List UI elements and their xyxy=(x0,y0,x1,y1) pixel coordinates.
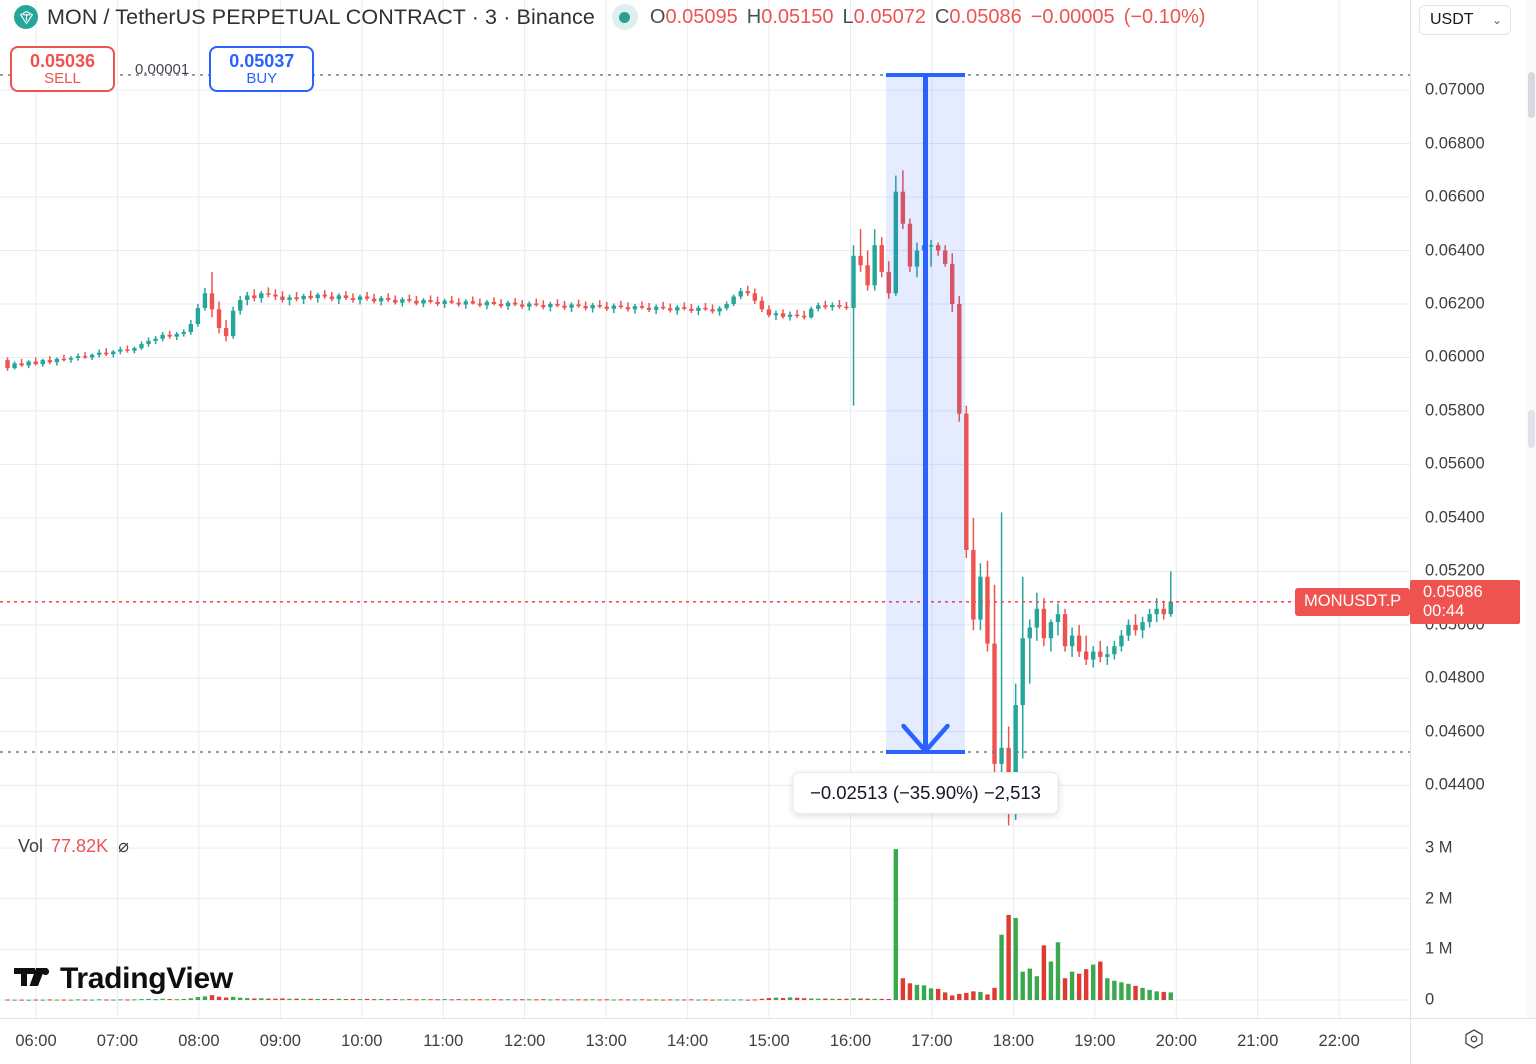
bid-ask-bar: 0.05036 SELL 0.00001 0.05037 BUY xyxy=(10,46,315,92)
change-absolute: −0.00005 xyxy=(1030,5,1115,28)
low-value: 0.05072 xyxy=(853,5,926,28)
volume-tick: 3 M xyxy=(1425,838,1453,857)
price-tick: 0.06000 xyxy=(1425,347,1485,366)
price-tick: 0.04800 xyxy=(1425,668,1485,687)
measurement-label[interactable]: −0.02513 (−35.90%) −2,513 xyxy=(792,772,1059,814)
open-label: O xyxy=(649,5,666,28)
vertical-scrollbar[interactable] xyxy=(1527,0,1536,1018)
time-tick: 22:00 xyxy=(1318,1032,1360,1050)
spread-value: 0.00001 xyxy=(135,60,190,78)
candlestick-series xyxy=(0,170,1410,1001)
buy-label: BUY xyxy=(246,69,278,87)
currency-selector[interactable]: USDT ⌄ xyxy=(1419,5,1511,35)
sell-button[interactable]: 0.05036 SELL xyxy=(10,46,115,92)
time-axis[interactable]: 06:00 07:00 08:00 09:00 10:00 11:00 12:00 13:00… xyxy=(0,1018,1410,1064)
chart-settings-icon xyxy=(1462,1027,1486,1056)
time-tick: 13:00 xyxy=(585,1032,627,1050)
time-tick: 06:00 xyxy=(15,1032,57,1050)
time-tick: 10:00 xyxy=(341,1032,383,1050)
scrollbar-thumb-mid[interactable] xyxy=(1528,410,1535,448)
price-tick: 0.07000 xyxy=(1425,80,1485,99)
price-tick: 0.05800 xyxy=(1425,401,1485,420)
time-tick: 15:00 xyxy=(748,1032,790,1050)
high-label: H xyxy=(746,5,762,28)
price-tick: 0.05400 xyxy=(1425,508,1485,527)
time-tick: 11:00 xyxy=(423,1032,464,1050)
time-tick: 17:00 xyxy=(911,1032,953,1050)
price-tick: 0.05600 xyxy=(1425,454,1485,473)
volume-tick: 1 M xyxy=(1425,939,1453,958)
tether-logo-icon xyxy=(14,5,38,29)
time-tick: 12:00 xyxy=(504,1032,546,1050)
time-tick: 08:00 xyxy=(178,1032,220,1050)
price-tick: 0.04600 xyxy=(1425,722,1485,741)
measurement-overlay[interactable] xyxy=(0,0,1410,1018)
sell-label: SELL xyxy=(44,69,81,87)
tradingview-logo: TradingView xyxy=(14,962,233,996)
price-tick: 0.04400 xyxy=(1425,775,1485,794)
price-tick: 0.05200 xyxy=(1425,561,1485,580)
buy-price: 0.05037 xyxy=(229,51,295,72)
chart-legend: MON / TetherUS PERPETUAL CONTRACT · 3 · … xyxy=(14,4,1205,30)
time-tick: 21:00 xyxy=(1237,1032,1279,1050)
time-tick: 20:00 xyxy=(1155,1032,1197,1050)
low-label: L xyxy=(842,5,854,28)
price-tick: 0.06600 xyxy=(1425,187,1485,206)
current-price-badge[interactable]: 0.05086 00:44 xyxy=(1410,579,1520,624)
volume-tick: 2 M xyxy=(1425,889,1453,908)
current-price-value: 0.05086 xyxy=(1423,583,1483,602)
symbol-price-flag[interactable]: MONUSDT.P xyxy=(1295,587,1411,616)
volume-tick: 0 xyxy=(1425,990,1435,1009)
scrollbar-thumb-top[interactable] xyxy=(1528,72,1535,118)
tradingview-logo-text: TradingView xyxy=(60,962,233,995)
chart-pane[interactable] xyxy=(0,0,1410,1018)
time-tick: 14:00 xyxy=(666,1032,709,1050)
bar-countdown: 00:44 xyxy=(1423,601,1465,620)
time-tick: 18:00 xyxy=(992,1032,1035,1050)
time-tick: 19:00 xyxy=(1074,1032,1116,1050)
buy-button[interactable]: 0.05037 BUY xyxy=(209,46,315,92)
open-value: 0.05095 xyxy=(665,5,738,28)
time-tick: 07:00 xyxy=(96,1032,139,1050)
ohlc-values: O0.05095 H0.05150 L0.05072 C0.05086 −0.00005… xyxy=(650,6,1205,29)
tradingview-logo-icon xyxy=(14,966,50,993)
sell-price: 0.05036 xyxy=(29,51,96,72)
time-tick: 09:00 xyxy=(259,1032,301,1050)
price-axis[interactable]: USDT ⌄ 0.07000 0.06800 0.06600 0.06400 0.062… xyxy=(1410,0,1520,1018)
volume-legend-name: Vol xyxy=(18,836,44,856)
price-tick: 0.06800 xyxy=(1425,134,1485,153)
price-tick: 0.06200 xyxy=(1425,294,1485,313)
volume-legend-value: 77.82K xyxy=(51,836,109,856)
chart-title[interactable]: MON / TetherUS PERPETUAL CONTRACT · 3 · … xyxy=(47,4,595,29)
market-open-dot-icon[interactable] xyxy=(611,4,638,30)
price-tick: 0.06400 xyxy=(1425,241,1485,259)
chevron-down-icon: ⌄ xyxy=(1491,13,1502,27)
high-value: 0.05150 xyxy=(761,5,834,28)
chart-settings-button[interactable] xyxy=(1410,1018,1536,1064)
volume-legend[interactable]: Vol 77.82K ⌀ xyxy=(18,836,129,857)
close-label: C xyxy=(934,5,950,28)
no-average-icon: ⌀ xyxy=(118,836,129,856)
change-percent: (−0.10%) xyxy=(1123,5,1206,28)
currency-label: USDT xyxy=(1430,11,1474,28)
close-value: 0.05086 xyxy=(949,5,1022,28)
time-tick: 16:00 xyxy=(829,1032,872,1050)
